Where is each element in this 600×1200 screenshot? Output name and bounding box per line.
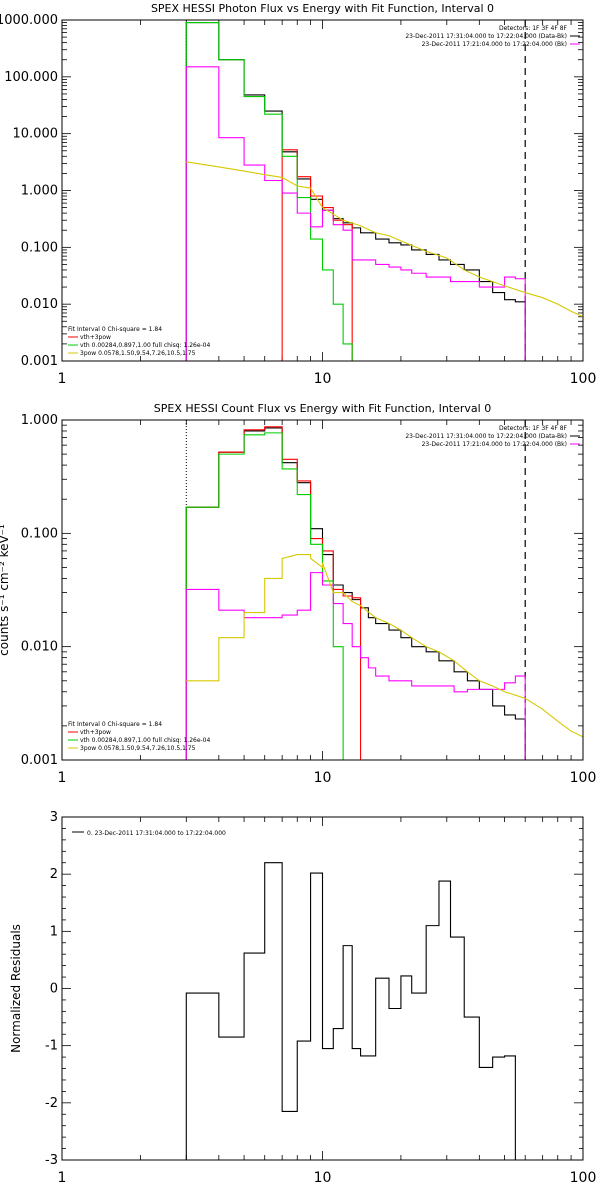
axis-ticks	[61, 20, 583, 362]
legend-top-text: Detectors: 1F 3F 4F 8F	[499, 425, 568, 432]
series-line-3	[185, 66, 526, 361]
series-line-1	[185, 426, 362, 760]
chart-title: SPEX HESSI Photon Flux vs Energy with Fi…	[151, 2, 494, 15]
y-tick-label: 100.000	[4, 70, 58, 85]
series-line-0	[185, 22, 526, 361]
x-tick-label: 100	[570, 371, 597, 387]
y-tick-label: 1.000	[21, 184, 58, 199]
series-line-1	[281, 149, 353, 361]
legend-bottom-text: vth 0.00284,0.897,1.00 full chisq: 1.26e…	[80, 737, 211, 744]
legend-bottom: Fit Interval 0 Chi-square = 1.84vth+3pow…	[68, 721, 211, 752]
series-line-4	[186, 553, 583, 738]
y-tick-label: -3	[45, 1153, 58, 1168]
series-line-4	[186, 161, 583, 318]
plot-frame	[61, 419, 584, 761]
y-tick-label: 0.001	[21, 354, 58, 369]
y-tick-label: 0.010	[21, 297, 58, 312]
legend-bottom-text: Fit Interval 0 Chi-square = 1.84	[68, 326, 162, 333]
y-tick-label: 2	[50, 867, 58, 882]
y-tick-label: 3	[50, 810, 58, 825]
x-tick-label: 100	[570, 1170, 597, 1186]
plot-area	[185, 420, 583, 760]
x-tick-label: 1	[58, 1170, 67, 1186]
y-axis-label: counts s⁻¹ cm⁻² keV⁻¹	[0, 524, 11, 656]
legend-top-text: 23-Dec-2011 17:31:04.000 to 17:22:04.000…	[405, 33, 567, 40]
series-line-2	[185, 22, 361, 361]
legend-top-text: Detectors: 1F 3F 4F 8F	[499, 25, 568, 32]
legend-text: 0. 23-Dec-2011 17:31:04.000 to 17:22:04.…	[87, 830, 226, 837]
legend-bottom-text: vth 0.00284,0.897,1.00 full chisq: 1.26e…	[80, 342, 211, 349]
y-tick-label: 0.100	[21, 240, 58, 255]
plot-frame	[61, 816, 584, 1161]
legend-bottom-text: Fit Interval 0 Chi-square = 1.84	[68, 721, 162, 728]
x-tick-label: 10	[314, 371, 332, 387]
legend: 0. 23-Dec-2011 17:31:04.000 to 17:22:04.…	[72, 830, 226, 837]
plot-area	[185, 20, 583, 361]
x-tick-label: 10	[314, 1170, 332, 1186]
plot-frame	[61, 19, 584, 362]
y-tick-label: 1000.000	[0, 13, 58, 28]
y-tick-label: 0.100	[21, 526, 58, 541]
series-line-0	[185, 427, 526, 760]
y-tick-label: 0.010	[21, 640, 58, 655]
series-line-0	[185, 862, 516, 1160]
y-tick-label: 1	[50, 924, 58, 939]
y-tick-label: 0	[50, 982, 58, 997]
y-tick-label: -2	[45, 1096, 58, 1111]
chart-2: Normalized Residuals -3 -2 -1 0 1 2 3 1 10 100 0. 2…	[9, 810, 596, 1186]
y-tick-label: 0.001	[21, 753, 58, 768]
y-axis-label: Normalized Residuals	[9, 924, 23, 1053]
legend-top-text: 23-Dec-2011 17:21:04.000 to 17:22:04.000…	[422, 441, 567, 448]
legend-bottom-text: 3pow 0.0578,1.50,9.54,7.26,10.5,1.75	[80, 350, 196, 357]
chart-0: SPEX HESSI Photon Flux vs Energy with Fi…	[0, 2, 596, 387]
chart-1: SPEX HESSI Count Flux vs Energy with Fit…	[0, 402, 596, 786]
y-tick-label: -1	[45, 1039, 58, 1054]
legend-top-text: 23-Dec-2011 17:21:04.000 to 17:22:04.000…	[422, 41, 567, 48]
y-tick-label: 1.000	[21, 413, 58, 428]
y-tick-label: 10.000	[13, 127, 59, 142]
x-tick-label: 1	[58, 770, 67, 786]
chart-title: SPEX HESSI Count Flux vs Energy with Fit…	[154, 402, 491, 415]
legend-top-text: 23-Dec-2011 17:31:04.000 to 17:22:04.000…	[405, 433, 567, 440]
x-tick-label: 1	[58, 371, 67, 387]
series-line-2	[185, 432, 353, 760]
series-line-3	[185, 572, 526, 760]
legend-bottom-text: 3pow 0.0578,1.50,9.54,7.26,10.5,1.75	[80, 745, 196, 752]
x-tick-label: 100	[570, 770, 597, 786]
x-tick-label: 10	[314, 770, 332, 786]
legend-bottom: Fit Interval 0 Chi-square = 1.84vth+3pow…	[68, 326, 211, 357]
plot-area	[185, 862, 516, 1160]
legend-bottom-text: vth+3pow	[80, 334, 111, 341]
legend-bottom-text: vth+3pow	[80, 729, 111, 736]
